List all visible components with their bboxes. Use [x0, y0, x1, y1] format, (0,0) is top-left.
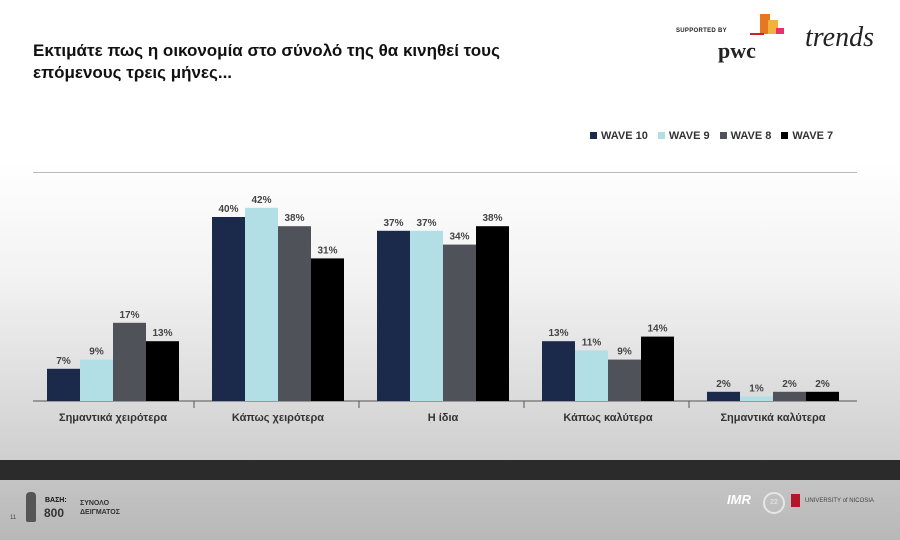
data-label: 17%	[119, 310, 139, 321]
data-label: 13%	[548, 328, 568, 339]
sample-label: ΣΥΝΟΛΟ ΔΕΙΓΜΑΤΟΣ	[80, 500, 120, 516]
bar	[806, 391, 839, 401]
footer	[0, 480, 900, 540]
bar	[575, 350, 608, 401]
legend-item: WAVE 8	[719, 130, 772, 142]
page-title: Εκτιμάτε πως η οικονομία στο σύνολό της …	[33, 41, 500, 82]
data-label: 37%	[383, 218, 403, 229]
legend-item: WAVE 7	[781, 130, 833, 142]
pwc-logo-mark	[750, 14, 784, 35]
data-label: 31%	[317, 245, 337, 256]
legend-swatch	[781, 132, 789, 139]
base-label: ΒΑΣΗ:	[45, 497, 67, 504]
pwc-logo: pwc	[718, 38, 756, 63]
legend-label: WAVE 10	[601, 130, 648, 142]
legend-item: WAVE 10	[590, 130, 648, 142]
page-number: 11	[10, 515, 17, 521]
category-label: Κάπως καλύτερα	[563, 412, 652, 424]
bar	[641, 336, 674, 401]
data-label: 13%	[152, 328, 172, 339]
data-label: 37%	[416, 218, 436, 229]
bar	[542, 341, 575, 401]
legend-label: WAVE 9	[668, 130, 710, 142]
category-label: Κάπως χειρότερα	[232, 412, 324, 424]
university-name: UNIVERSITY of NICOSIA	[805, 498, 874, 504]
bar	[212, 217, 245, 401]
legend-label: WAVE 7	[792, 130, 834, 142]
bar	[707, 391, 740, 401]
bar	[410, 230, 443, 401]
legend-item: WAVE 9	[657, 130, 710, 142]
data-label: 38%	[482, 213, 502, 224]
data-label: 2%	[815, 379, 830, 390]
bar	[608, 359, 641, 401]
data-label: 14%	[647, 324, 667, 335]
base-value: 800	[44, 506, 65, 520]
bar	[377, 230, 410, 401]
bar	[278, 226, 311, 401]
data-label: 38%	[284, 213, 304, 224]
bar	[113, 322, 146, 401]
data-label: 2%	[716, 379, 731, 390]
data-label: 42%	[251, 195, 271, 206]
anniversary-laurel-icon: 22	[763, 492, 785, 514]
data-label: 40%	[218, 204, 238, 215]
data-label: 2%	[782, 379, 797, 390]
bar	[443, 244, 476, 401]
legend-swatch	[719, 132, 727, 139]
legend-label: WAVE 8	[730, 130, 772, 142]
bar	[773, 391, 806, 401]
bar	[311, 258, 344, 401]
bar	[47, 368, 80, 401]
data-label: 9%	[89, 347, 104, 358]
chart-top-rule	[33, 172, 857, 173]
person-icon	[26, 492, 36, 522]
bar	[476, 226, 509, 401]
data-label: 9%	[617, 347, 632, 358]
supported-by-label: SUPPORTED BY	[676, 28, 727, 34]
imr-logo: IMR	[727, 492, 751, 507]
bar	[80, 359, 113, 401]
data-label: 34%	[449, 232, 469, 243]
university-logo-icon	[791, 494, 800, 507]
footer-band	[0, 460, 900, 480]
data-label: 7%	[56, 356, 71, 367]
bar	[245, 207, 278, 401]
data-label: 1%	[749, 383, 764, 394]
chart-legend: WAVE 10 WAVE 9 WAVE 8 WAVE 7	[590, 130, 833, 142]
category-label: Σημαντικά χειρότερα	[59, 412, 167, 424]
bar-chart: 7% 9% 17% 13% Σημαντικά χειρότερα 40% 42% 38% 31…	[33, 195, 857, 424]
category-label: Σημαντικά καλύτερα	[720, 412, 825, 424]
data-label: 11%	[582, 337, 602, 348]
bar	[146, 341, 179, 401]
category-label: Η ίδια	[428, 412, 459, 424]
legend-swatch	[657, 132, 665, 139]
bar	[740, 396, 773, 401]
legend-swatch	[590, 132, 597, 139]
trends-logo: trends	[805, 22, 874, 53]
